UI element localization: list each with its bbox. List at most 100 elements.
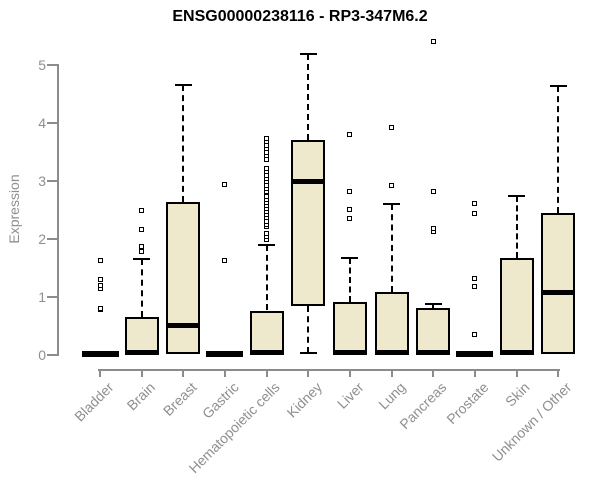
y-tick-label: 5 bbox=[38, 57, 46, 73]
outlier-point bbox=[430, 38, 436, 44]
y-tick-label: 2 bbox=[38, 231, 46, 247]
outlier-point bbox=[264, 230, 270, 236]
x-axis-tick bbox=[557, 369, 560, 377]
outlier-point bbox=[389, 182, 395, 188]
outlier-point bbox=[389, 124, 395, 130]
upper-whisker bbox=[557, 86, 560, 214]
box-Kidney bbox=[291, 139, 326, 307]
median-line bbox=[499, 349, 534, 355]
y-axis-tick bbox=[47, 180, 58, 182]
upper-whisker-cap bbox=[341, 256, 359, 259]
x-axis-tick bbox=[432, 369, 435, 377]
x-tick-label: Skin bbox=[502, 379, 533, 410]
x-axis-tick bbox=[99, 369, 101, 377]
upper-whisker bbox=[348, 257, 351, 302]
outlier-point bbox=[222, 181, 228, 187]
x-tick-label: Unknown / Other bbox=[489, 379, 575, 465]
x-tick-label: Bladder bbox=[70, 379, 117, 425]
x-axis-tick bbox=[473, 369, 476, 377]
y-axis-tick bbox=[47, 64, 58, 66]
y-tick-label: 1 bbox=[38, 289, 46, 305]
x-axis-tick bbox=[307, 369, 310, 377]
upper-whisker-cap bbox=[549, 85, 567, 88]
outlier-point bbox=[472, 331, 478, 337]
y-axis-tick bbox=[47, 296, 58, 298]
x-tick-label: Breast bbox=[159, 379, 200, 419]
x-axis-tick bbox=[348, 369, 351, 377]
y-tick-label: 0 bbox=[38, 347, 46, 363]
upper-whisker-cap bbox=[299, 52, 317, 55]
outlier-point bbox=[97, 276, 103, 282]
upper-whisker-cap bbox=[133, 258, 151, 261]
y-tick-label: 3 bbox=[38, 173, 46, 189]
box-Breast bbox=[166, 202, 201, 354]
outlier-point bbox=[347, 206, 353, 212]
x-axis-tick bbox=[390, 369, 393, 377]
outlier-point bbox=[472, 210, 478, 216]
outlier-point bbox=[347, 132, 353, 138]
outlier-point bbox=[430, 226, 436, 232]
x-tick-label: Liver bbox=[333, 379, 367, 412]
outlier-point bbox=[347, 189, 353, 195]
outlier-point bbox=[97, 257, 103, 263]
box-Skin bbox=[499, 258, 534, 354]
y-axis-tick bbox=[47, 238, 58, 240]
chart-title: ENSG00000238116 - RP3-347M6.2 bbox=[172, 8, 428, 25]
x-tick-label: Kidney bbox=[283, 379, 325, 421]
median-line bbox=[124, 349, 159, 355]
upper-whisker bbox=[307, 53, 310, 140]
median-line bbox=[332, 349, 367, 355]
box-Hematopoietic cells bbox=[249, 310, 284, 354]
upper-whisker-cap bbox=[258, 243, 276, 246]
x-axis-line bbox=[98, 369, 561, 371]
upper-whisker bbox=[432, 303, 435, 308]
outlier-point bbox=[472, 284, 478, 290]
flat-box-Gastric bbox=[206, 351, 244, 357]
upper-whisker bbox=[140, 259, 143, 317]
outlier-point bbox=[264, 135, 270, 141]
x-axis-tick bbox=[223, 369, 226, 377]
y-axis-tick bbox=[47, 122, 58, 124]
median-line bbox=[166, 323, 201, 329]
outlier-point bbox=[430, 189, 436, 195]
upper-whisker-cap bbox=[174, 83, 192, 86]
x-tick-label: Prostate bbox=[443, 379, 492, 428]
lower-whisker-cap bbox=[299, 351, 317, 354]
x-tick-label: Lung bbox=[374, 379, 408, 413]
median-line bbox=[541, 290, 576, 296]
x-axis-tick bbox=[265, 369, 268, 377]
y-tick-label: 4 bbox=[38, 115, 46, 131]
median-line bbox=[374, 349, 409, 355]
outlier-point bbox=[97, 283, 103, 289]
median-line bbox=[249, 349, 284, 355]
upper-whisker-cap bbox=[508, 195, 526, 198]
y-axis-line bbox=[57, 64, 59, 356]
x-axis-tick bbox=[515, 369, 518, 377]
box-Lung bbox=[374, 291, 409, 354]
outlier-point bbox=[139, 249, 145, 255]
y-axis-tick bbox=[47, 354, 58, 356]
upper-whisker-cap bbox=[383, 203, 401, 206]
x-axis-tick bbox=[182, 369, 185, 377]
flat-box-Bladder bbox=[81, 351, 119, 357]
median-line bbox=[416, 349, 451, 355]
median-line bbox=[291, 179, 326, 185]
upper-whisker-cap bbox=[424, 302, 442, 305]
outlier-point bbox=[472, 276, 478, 282]
lower-whisker bbox=[307, 306, 310, 353]
box-Liver bbox=[332, 301, 367, 354]
outlier-point bbox=[139, 227, 145, 233]
box-Pancreas bbox=[416, 307, 451, 354]
box-Brain bbox=[124, 316, 159, 354]
upper-whisker bbox=[182, 84, 185, 203]
box-Unknown / Other bbox=[541, 213, 576, 354]
upper-whisker bbox=[390, 204, 393, 292]
outlier-point bbox=[264, 194, 270, 200]
outlier-point bbox=[347, 216, 353, 222]
outlier-point bbox=[264, 165, 270, 171]
outlier-point bbox=[222, 258, 228, 264]
outlier-point bbox=[139, 243, 145, 249]
x-tick-label: Brain bbox=[123, 379, 158, 414]
outlier-point bbox=[139, 207, 145, 213]
